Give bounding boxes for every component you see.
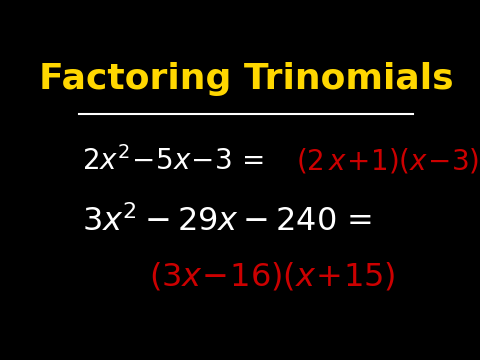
Text: $2x^2\!-\!5x\!-\!3$ =: $2x^2\!-\!5x\!-\!3$ =	[83, 146, 267, 176]
Text: $(3x\!-\!16)(x\!+\!15)$: $(3x\!-\!16)(x\!+\!15)$	[149, 260, 396, 292]
Text: $(2\,x\!+\!1)(x\!-\!3)$: $(2\,x\!+\!1)(x\!-\!3)$	[296, 147, 480, 176]
Text: $3x^2 - 29x - 240$ =: $3x^2 - 29x - 240$ =	[83, 206, 372, 238]
Text: Factoring Trinomials: Factoring Trinomials	[39, 62, 453, 96]
